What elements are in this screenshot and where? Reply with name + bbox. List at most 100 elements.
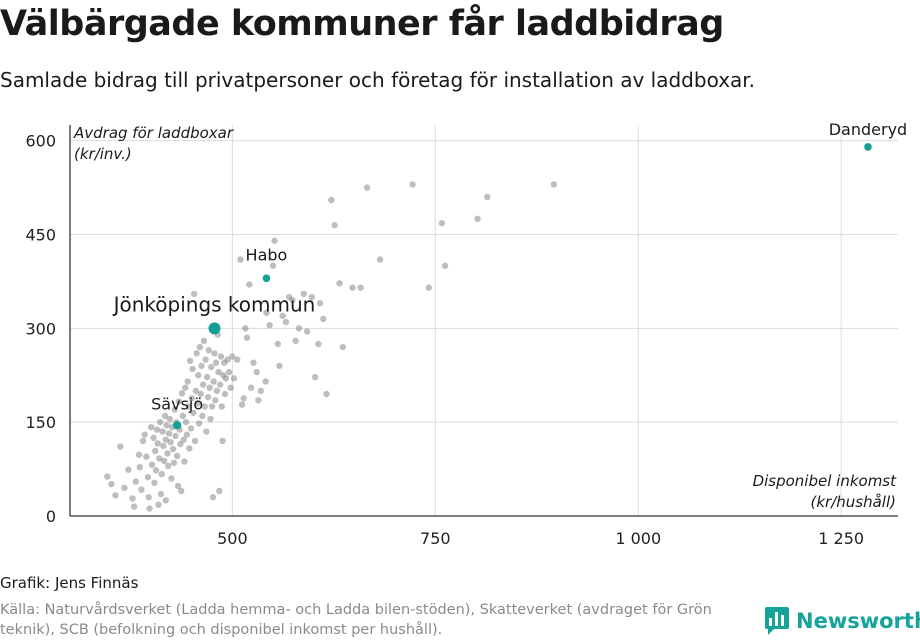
y-axis-title-line-2: (kr/inv.) xyxy=(74,145,132,163)
point-label: Danderyd xyxy=(829,120,907,139)
data-point xyxy=(145,494,152,501)
data-point xyxy=(224,356,231,363)
data-point xyxy=(269,262,277,269)
data-point xyxy=(194,400,201,407)
data-point xyxy=(204,393,212,401)
data-point xyxy=(147,423,155,431)
data-point xyxy=(550,181,558,188)
data-point xyxy=(349,284,356,291)
chart-title: Välbärgade kommuner får laddbidrag xyxy=(0,4,724,44)
data-point xyxy=(303,328,311,335)
x-tick-label: 1 000 xyxy=(615,529,661,548)
data-point xyxy=(196,343,204,351)
data-point xyxy=(237,256,244,263)
tick-labels: 0 150 300 450 600 500 750 1 000 1 250 xyxy=(25,132,864,548)
x-axis-title-line-1: Disponibel inkomst xyxy=(753,472,898,490)
data-point xyxy=(182,384,189,391)
data-point xyxy=(160,442,167,450)
data-point xyxy=(146,505,153,512)
data-point xyxy=(197,390,204,398)
data-point xyxy=(175,398,182,405)
data-point xyxy=(179,412,187,420)
data-point xyxy=(187,425,195,432)
data-point xyxy=(152,447,159,455)
data-point xyxy=(215,368,222,376)
data-point xyxy=(282,318,290,326)
highlighted-points: Danderyd Habo Jönköpings kommun Sävsjö xyxy=(112,120,907,430)
data-point xyxy=(191,437,199,445)
data-point xyxy=(219,437,226,445)
data-point xyxy=(438,220,445,227)
data-point xyxy=(409,181,416,188)
data-point xyxy=(311,373,319,381)
y-tick-label: 0 xyxy=(46,507,56,526)
data-point xyxy=(173,452,181,460)
data-point xyxy=(206,384,213,391)
data-point xyxy=(121,484,128,492)
axis-titles: Avdrag för laddboxar (kr/inv.) Disponibe… xyxy=(73,124,897,511)
data-point xyxy=(188,395,195,402)
data-point xyxy=(108,480,115,488)
data-point xyxy=(276,362,283,370)
data-point xyxy=(208,363,215,371)
data-point xyxy=(225,368,233,376)
data-point xyxy=(263,309,270,316)
data-point xyxy=(240,395,247,402)
data-point xyxy=(163,422,170,429)
data-point xyxy=(323,390,330,398)
data-point xyxy=(185,403,192,410)
data-point xyxy=(315,340,322,348)
data-point xyxy=(271,237,278,244)
data-point xyxy=(158,470,165,478)
data-point xyxy=(441,262,449,269)
data-point xyxy=(148,461,156,468)
data-point xyxy=(336,280,343,287)
data-point xyxy=(164,450,171,457)
data-point xyxy=(156,455,163,462)
data-point xyxy=(155,501,162,508)
data-point xyxy=(205,347,213,354)
data-point xyxy=(255,397,262,404)
data-point xyxy=(168,475,175,482)
y-tick-label: 600 xyxy=(25,132,56,151)
data-point xyxy=(250,359,257,366)
x-tick-label: 750 xyxy=(420,529,451,548)
bar-chart-logo-icon xyxy=(765,607,789,635)
data-point xyxy=(484,193,491,201)
data-point xyxy=(166,415,174,423)
data-point xyxy=(157,490,165,498)
logo-name: Newsworthy xyxy=(796,609,920,633)
data-point xyxy=(186,357,194,365)
data-point xyxy=(129,495,136,502)
data-point xyxy=(199,381,207,388)
highlighted-point xyxy=(864,143,872,151)
data-point xyxy=(156,418,164,426)
data-point xyxy=(331,221,338,229)
data-point xyxy=(243,334,251,341)
data-point xyxy=(238,401,246,408)
data-point xyxy=(190,409,197,416)
y-tick-label: 150 xyxy=(25,413,56,432)
data-point xyxy=(161,412,169,420)
data-point xyxy=(218,403,225,410)
data-point xyxy=(138,486,145,493)
data-point xyxy=(183,431,191,438)
data-point xyxy=(289,296,296,304)
data-point xyxy=(211,350,218,357)
data-point xyxy=(165,462,172,470)
data-point xyxy=(160,457,168,465)
data-point xyxy=(125,466,132,473)
newsworthy-logo[interactable]: Newsworthy xyxy=(764,606,920,636)
data-point xyxy=(169,445,177,453)
data-point xyxy=(216,487,223,495)
data-point xyxy=(104,473,111,480)
data-point xyxy=(162,436,169,443)
data-point xyxy=(174,482,182,490)
data-point xyxy=(184,378,191,385)
data-point xyxy=(376,256,384,263)
data-point xyxy=(474,215,481,223)
point-label: Jönköpings kommun xyxy=(112,292,316,316)
data-point xyxy=(178,487,185,495)
data-point xyxy=(144,474,152,481)
data-point xyxy=(195,420,203,427)
